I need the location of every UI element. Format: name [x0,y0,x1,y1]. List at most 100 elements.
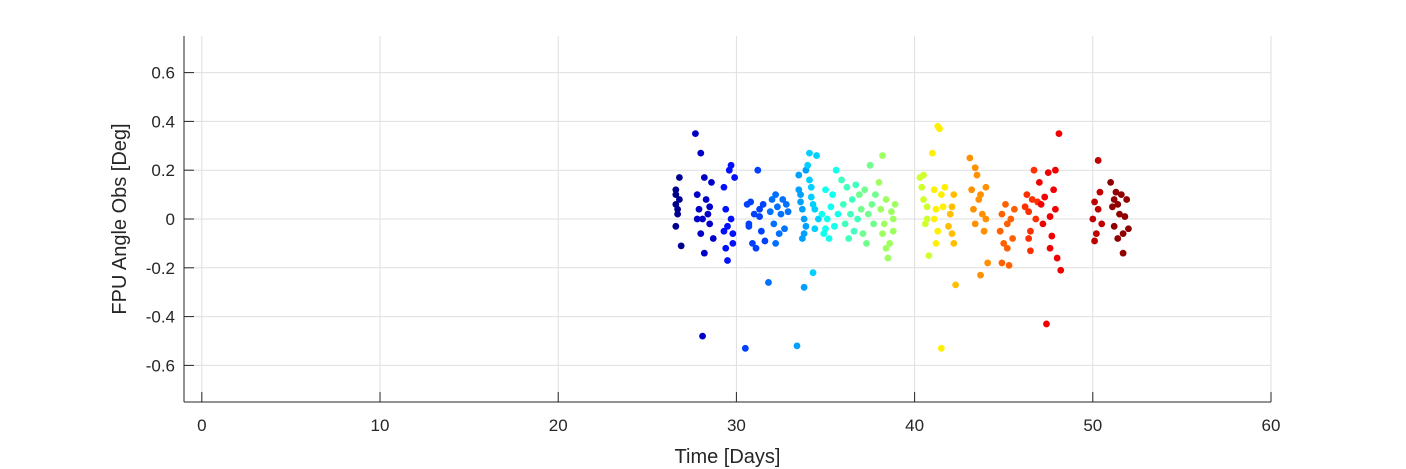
data-point [870,220,878,228]
data-point [1027,227,1034,235]
y-tick-label: 0 [166,210,175,229]
data-point [886,240,894,247]
data-point [1023,191,1031,199]
data-point [852,181,860,189]
data-point [1028,196,1036,203]
data-point [775,230,783,238]
data-point [918,183,926,191]
data-point [811,225,819,233]
data-point [749,240,756,247]
data-point [1057,266,1065,274]
y-tick-label: -0.6 [146,356,175,375]
data-point [945,222,952,230]
data-point [1009,235,1017,242]
data-point [747,198,755,206]
data-point [891,200,899,208]
x-tick-label: 30 [727,416,746,435]
data-point [766,208,774,216]
data-point [697,230,705,238]
data-point [1110,222,1118,230]
data-point [677,242,685,250]
data-point [982,183,990,191]
data-point [802,222,810,230]
data-point [889,227,897,235]
data-point [882,196,890,203]
data-point [920,196,927,203]
data-point [700,249,708,257]
data-point [998,210,1006,218]
data-point [1021,203,1029,211]
data-point [855,191,863,199]
data-point [888,208,895,216]
data-point [839,200,847,208]
data-point [1055,130,1063,138]
data-point [882,244,890,252]
data-point [784,208,792,216]
y-tick-label: 0.6 [151,64,175,83]
data-point [702,196,710,203]
data-point [700,174,708,181]
data-point [1030,166,1038,174]
data-point [977,191,984,199]
data-point [864,210,872,218]
data-point [930,186,938,194]
data-point [1051,166,1059,174]
data-point [968,186,976,194]
data-point [859,230,867,238]
data-point [1114,235,1122,242]
data-point [834,210,842,218]
data-point [889,215,897,223]
data-point [768,196,776,203]
data-point [814,215,822,223]
data-point [813,152,820,159]
data-point [800,230,808,238]
data-point [1089,215,1097,223]
data-point [757,227,765,235]
data-point [822,186,829,194]
data-point [1112,188,1120,196]
data-point [1043,320,1050,328]
data-point [1039,220,1047,228]
data-point [998,259,1006,267]
data-point [952,281,959,289]
data-point [706,220,714,228]
data-point [1046,213,1054,220]
data-point [1005,261,1013,269]
data-point [937,344,945,352]
data-point [1092,230,1100,238]
data-point [1027,247,1034,255]
x-tick-label: 20 [549,416,568,435]
data-point [984,259,992,267]
data-point [868,200,876,208]
data-point [724,222,731,230]
data-point [973,171,981,179]
data-point [674,205,682,213]
data-point [1046,244,1054,252]
data-point [863,240,870,247]
data-point [709,235,717,242]
x-axis-label: Time [Days] [675,446,781,468]
data-point [1114,200,1122,208]
data-point [806,149,813,157]
x-tick-label: 50 [1083,416,1102,435]
data-point [804,161,812,169]
data-point [880,220,888,228]
data-point [729,240,737,247]
data-point [843,183,851,191]
data-point [971,220,979,228]
data-point [1094,157,1102,164]
data-point [754,166,762,174]
data-point [832,166,840,174]
data-point [1119,230,1127,238]
data-point [1051,205,1059,213]
data-point [1041,193,1049,201]
data-point [1050,186,1057,194]
data-point [978,210,986,218]
data-point [884,254,892,262]
data-point [980,227,988,235]
data-point [854,215,861,223]
axes-layer: 0 10 20 30 40 50 60 -0.6 -0.4 -0.2 0 0.2 0.4 0.6 [146,36,1280,435]
data-point [704,210,712,218]
y-tick-label: 0.4 [151,112,175,131]
data-point [825,235,833,242]
